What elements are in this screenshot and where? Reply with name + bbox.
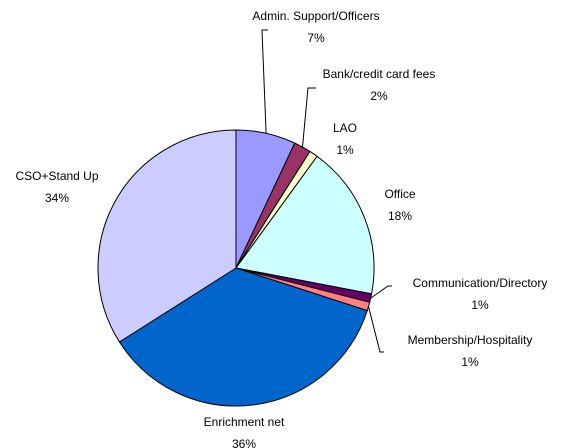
slice-percent-admin-support-officers: 7% [307, 31, 325, 45]
slice-label-cso-stand-up: CSO+Stand Up [15, 169, 98, 183]
slice-label-admin-support-officers: Admin. Support/Officers [252, 9, 379, 23]
slice-percent-lao: 1% [336, 143, 354, 157]
pie-slices [97, 129, 375, 407]
slice-percent-membership-hospitality: 1% [461, 355, 479, 369]
slice-enrichment-net [118, 267, 368, 407]
slice-label-lao: LAO [333, 121, 357, 135]
slice-percent-cso-stand-up: 34% [45, 191, 69, 205]
leader-line-communication-directory [370, 285, 392, 299]
slice-label-office: Office [384, 187, 415, 201]
slice-label-bank-credit-card-fees: Bank/credit card fees [323, 67, 436, 81]
slice-percent-bank-credit-card-fees: 2% [370, 89, 388, 103]
slice-percent-office: 18% [388, 209, 412, 223]
leader-line-admin-support-officers [261, 29, 268, 134]
slice-label-enrichment-net: Enrichment net [204, 415, 285, 429]
leader-lines [261, 29, 392, 353]
leader-line-membership-hospitality [368, 306, 384, 353]
leader-line-bank-credit-card-fees [302, 87, 316, 148]
slice-label-membership-hospitality: Membership/Hospitality [408, 333, 533, 347]
slice-labels: Admin. Support/Officers 7% Bank/credit car… [15, 9, 547, 448]
slice-cso-stand-up [97, 129, 237, 343]
slice-label-communication-directory: Communication/Directory [413, 276, 548, 290]
slice-percent-communication-directory: 1% [471, 298, 489, 312]
slice-percent-enrichment-net: 36% [232, 437, 256, 448]
slice-office [235, 155, 375, 295]
